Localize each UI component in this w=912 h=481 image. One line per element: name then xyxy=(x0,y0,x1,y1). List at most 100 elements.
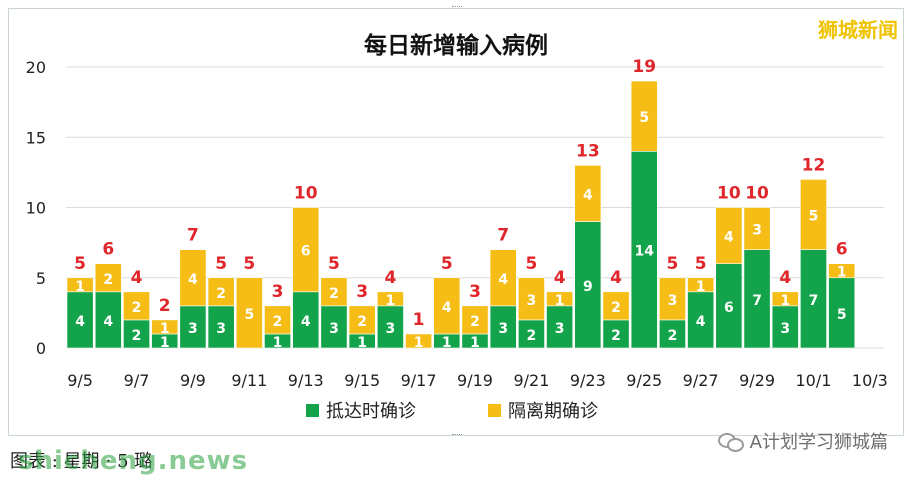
bar-label-arrival: 7 xyxy=(752,293,762,309)
bar-label-arrival: 1 xyxy=(273,335,283,351)
total-label: 7 xyxy=(497,226,509,246)
bar-label-quarantine: 3 xyxy=(668,293,678,309)
bar-quarantine xyxy=(123,291,150,321)
total-label: 4 xyxy=(384,268,396,288)
bar-label-arrival: 4 xyxy=(696,314,706,330)
total-label: 5 xyxy=(525,254,537,274)
bar-label-arrival: 14 xyxy=(634,244,654,260)
total-label: 1 xyxy=(413,310,425,330)
bar-label-quarantine: 1 xyxy=(696,279,706,295)
total-label: 5 xyxy=(215,254,227,274)
total-label: 3 xyxy=(356,282,368,302)
bar-label-arrival: 3 xyxy=(555,321,565,337)
bar-label-arrival: 7 xyxy=(809,293,819,309)
bar-label-arrival: 2 xyxy=(668,328,678,344)
x-tick-label: 9/25 xyxy=(626,371,662,390)
bar-arrival xyxy=(123,319,150,349)
chart-title: 每日新增输入病例 xyxy=(364,32,548,59)
bar-quarantine xyxy=(771,291,799,307)
bar-label-arrival: 6 xyxy=(724,300,734,316)
bar-quarantine xyxy=(292,207,320,293)
bar-label-quarantine: 2 xyxy=(611,300,621,316)
x-tick-label: 9/19 xyxy=(457,371,493,390)
bar-label-arrival: 4 xyxy=(301,314,311,330)
bar-label-quarantine: 2 xyxy=(103,272,113,288)
bar-label-arrival: 4 xyxy=(103,314,113,330)
bar-quarantine xyxy=(151,319,179,335)
bar-label-arrival: 1 xyxy=(357,335,367,351)
bar-quarantine xyxy=(320,277,348,307)
wechat-icon xyxy=(717,431,744,452)
bar-quarantine xyxy=(433,277,461,335)
bar-quarantine xyxy=(264,305,291,335)
total-label: 5 xyxy=(243,254,255,274)
bar-quarantine xyxy=(376,291,404,307)
bar-quarantine xyxy=(602,291,630,321)
bar-quarantine xyxy=(179,249,207,307)
x-tick-label: 9/29 xyxy=(739,371,775,390)
bar-label-quarantine: 2 xyxy=(132,300,142,316)
bar-quarantine xyxy=(461,305,489,335)
bar-quarantine xyxy=(800,179,827,250)
total-label: 10 xyxy=(294,184,318,204)
bar-quarantine xyxy=(630,80,658,152)
x-tick-label: 10/1 xyxy=(796,371,832,390)
data-labels: 4154262241123473255512346103251233141114… xyxy=(74,57,847,351)
bar-label-quarantine: 2 xyxy=(329,286,339,302)
x-tick-label: 9/17 xyxy=(401,371,437,390)
bar-label-quarantine: 5 xyxy=(639,110,649,126)
bar-label-quarantine: 5 xyxy=(244,307,254,323)
bar-quarantine xyxy=(546,291,574,307)
x-tick-label: 9/7 xyxy=(124,371,150,390)
bar-label-quarantine: 5 xyxy=(809,209,819,225)
bar-label-quarantine: 6 xyxy=(301,244,311,260)
y-tick-label: 20 xyxy=(26,58,46,77)
bar-label-arrival: 3 xyxy=(188,321,198,337)
caption: 图表 : 星期 ⋅ 5 璐 xyxy=(10,451,153,472)
legend-label: 隔离期确诊 xyxy=(508,401,598,422)
bar-label-arrival: 1 xyxy=(470,335,480,351)
bar-label-arrival: 5 xyxy=(837,307,847,323)
total-label: 12 xyxy=(802,155,826,175)
bar-arrival xyxy=(320,305,348,349)
legend-swatch xyxy=(488,404,501,417)
total-label: 10 xyxy=(745,184,769,204)
total-label: 13 xyxy=(576,141,600,161)
total-label: 6 xyxy=(836,240,848,260)
y-tick-label: 10 xyxy=(26,199,46,218)
bar-label-quarantine: 2 xyxy=(216,286,226,302)
bar-label-quarantine: 1 xyxy=(160,321,170,337)
caption-watermark: shicheng.news xyxy=(18,446,249,476)
bar-quarantine xyxy=(207,277,235,307)
bar-label-quarantine: 1 xyxy=(386,293,396,309)
bar-arrival xyxy=(659,319,686,349)
total-label: 4 xyxy=(610,268,622,288)
bar-arrival xyxy=(800,249,827,349)
legend-swatch xyxy=(306,404,319,417)
total-label: 19 xyxy=(632,57,656,77)
total-label: 4 xyxy=(131,268,143,288)
wechat-account: A计划学习狮城篇 xyxy=(717,428,888,454)
total-label: 4 xyxy=(779,268,791,288)
bar-arrival xyxy=(179,305,207,349)
total-label: 5 xyxy=(74,254,86,274)
y-tick-label: 0 xyxy=(36,339,46,358)
x-tick-label: 9/5 xyxy=(67,371,93,390)
bar-label-arrival: 1 xyxy=(442,335,452,351)
watermark-top: 狮城新闻 xyxy=(818,18,898,42)
bar-quarantine xyxy=(743,207,771,250)
x-tick-label: 10/3 xyxy=(852,371,888,390)
bar-label-quarantine: 1 xyxy=(75,279,85,295)
x-tick-label: 9/11 xyxy=(231,371,267,390)
bar-label-quarantine: 2 xyxy=(357,314,367,330)
bar-label-quarantine: 1 xyxy=(837,265,847,281)
bar-label-arrival: 3 xyxy=(329,321,339,337)
bar-label-arrival: 3 xyxy=(780,321,790,337)
bar-quarantine xyxy=(94,263,122,293)
bar-quarantine xyxy=(235,277,263,349)
bar-quarantine xyxy=(405,333,433,349)
x-tick-label: 9/27 xyxy=(683,371,719,390)
bar-arrival xyxy=(292,291,320,349)
bars xyxy=(66,80,856,349)
bar-label-arrival: 2 xyxy=(132,328,142,344)
